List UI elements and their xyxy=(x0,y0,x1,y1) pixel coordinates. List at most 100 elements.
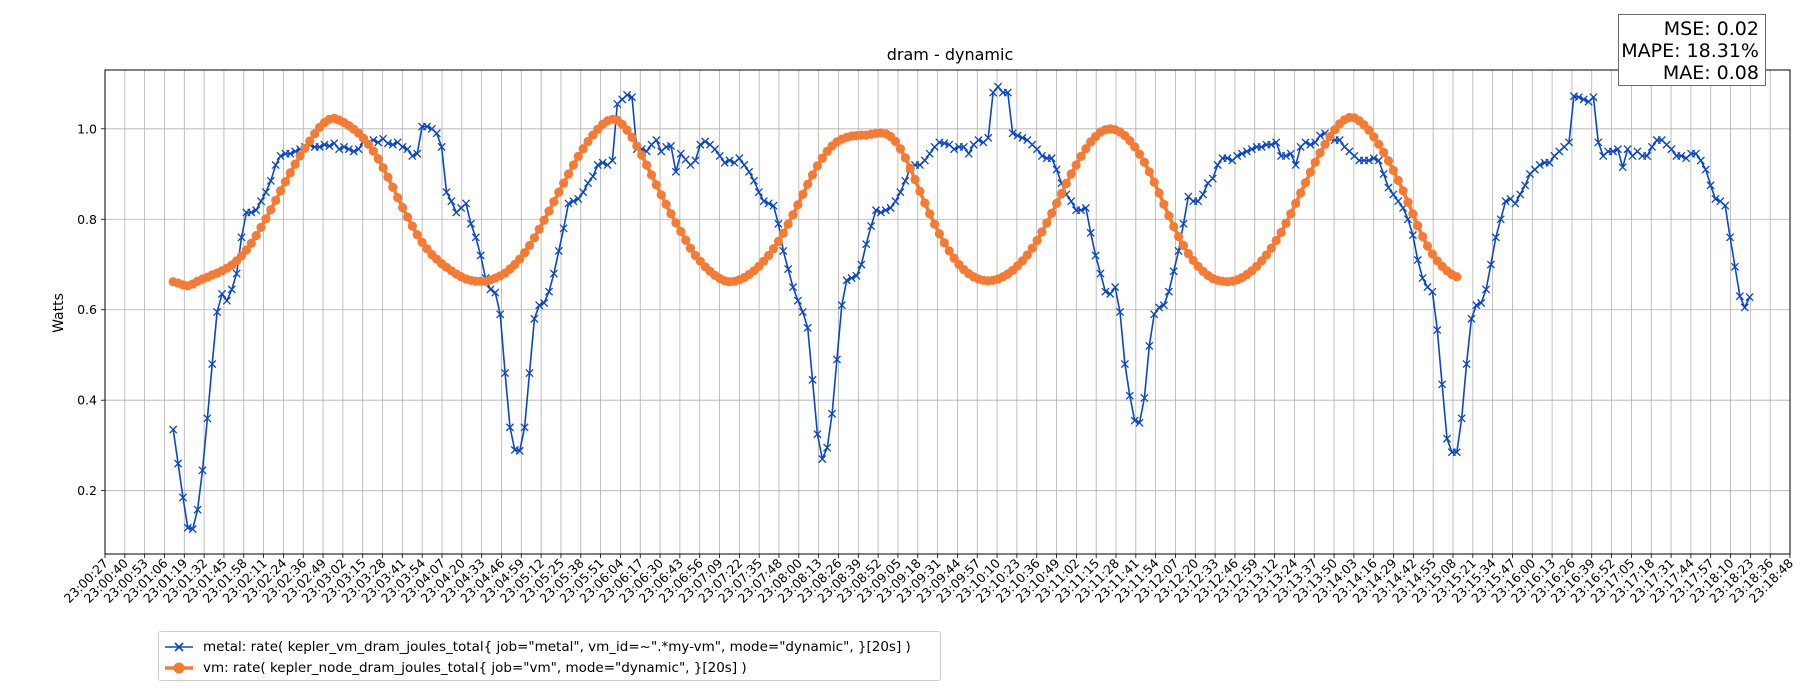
error-metrics-box: MSE: 0.02 MAPE: 18.31% MAE: 0.08 xyxy=(1618,14,1766,86)
data-point xyxy=(666,209,676,219)
data-point xyxy=(402,212,413,222)
data-point xyxy=(1594,138,1603,147)
data-point xyxy=(501,369,510,378)
data-point xyxy=(544,287,554,296)
data-point xyxy=(227,285,236,294)
data-point xyxy=(1266,243,1276,253)
data-point xyxy=(1145,341,1154,350)
data-point xyxy=(251,231,261,241)
data-point xyxy=(1403,197,1413,207)
data-point xyxy=(828,409,837,418)
data-point xyxy=(1364,125,1374,135)
data-point xyxy=(934,229,945,239)
data-point xyxy=(535,301,544,310)
data-point xyxy=(398,202,408,213)
data-point xyxy=(383,139,392,148)
data-point xyxy=(818,454,827,464)
data-point xyxy=(188,525,197,534)
data-point xyxy=(905,163,915,173)
data-point xyxy=(1271,235,1281,246)
data-point xyxy=(1735,292,1744,301)
data-point xyxy=(1286,149,1295,158)
data-point xyxy=(1056,188,1067,199)
data-point xyxy=(432,129,441,138)
data-point xyxy=(1740,303,1749,312)
data-point xyxy=(671,167,680,176)
data-point xyxy=(1579,95,1588,104)
data-point xyxy=(769,201,778,210)
data-point xyxy=(989,88,998,97)
data-point xyxy=(1491,233,1500,242)
data-point xyxy=(1169,221,1179,232)
data-point xyxy=(764,250,774,261)
data-point xyxy=(300,143,310,153)
data-point xyxy=(1472,301,1481,310)
data-point xyxy=(783,219,793,229)
data-point xyxy=(915,186,925,196)
data-point xyxy=(325,141,334,151)
data-point xyxy=(1438,380,1447,389)
data-point xyxy=(803,179,813,189)
data-point xyxy=(335,145,344,154)
data-point xyxy=(1223,154,1232,163)
data-point xyxy=(368,146,378,156)
data-point xyxy=(1545,158,1554,167)
data-point xyxy=(807,170,818,180)
data-point xyxy=(900,153,910,163)
data-point xyxy=(1482,285,1491,294)
data-point xyxy=(413,149,422,158)
data-point xyxy=(857,260,866,269)
data-point xyxy=(798,307,807,317)
data-point xyxy=(940,139,949,148)
data-point xyxy=(1125,391,1134,400)
data-point xyxy=(1115,307,1125,317)
data-point xyxy=(378,163,388,173)
mse-value: MSE: 0.02 xyxy=(1663,18,1759,40)
data-point xyxy=(583,136,593,147)
data-point xyxy=(1037,151,1046,161)
data-point xyxy=(178,493,188,502)
data-point xyxy=(1521,181,1530,190)
data-point xyxy=(1408,231,1417,240)
mape-value: MAPE: 18.31% xyxy=(1621,40,1759,62)
data-point xyxy=(1691,149,1700,158)
data-point xyxy=(637,150,647,160)
data-point xyxy=(886,203,895,213)
circle-marker-icon xyxy=(165,662,193,674)
data-point xyxy=(349,147,358,156)
data-point xyxy=(671,218,681,228)
data-point xyxy=(685,243,696,253)
data-point xyxy=(564,199,573,208)
y-tick-label: 0.8 xyxy=(77,212,97,227)
data-point xyxy=(1574,93,1583,102)
data-point xyxy=(1106,289,1115,298)
data-point xyxy=(1101,287,1110,296)
data-point xyxy=(442,188,451,197)
data-point xyxy=(847,274,856,283)
data-point xyxy=(1418,274,1427,283)
data-point xyxy=(1135,418,1144,427)
data-point xyxy=(1208,174,1217,183)
data-point xyxy=(627,132,637,142)
data-point xyxy=(910,174,920,185)
data-point xyxy=(1383,156,1394,166)
data-point xyxy=(1516,190,1525,199)
data-point xyxy=(285,168,295,178)
data-point xyxy=(232,269,241,278)
data-point xyxy=(1721,201,1730,210)
data-point xyxy=(593,160,602,170)
data-point xyxy=(1125,136,1135,146)
data-point xyxy=(1213,160,1222,170)
data-point xyxy=(661,199,671,209)
data-point xyxy=(237,233,246,242)
data-point xyxy=(862,240,871,249)
mae-value: MAE: 0.08 xyxy=(1662,62,1759,84)
data-point xyxy=(793,296,802,305)
data-point xyxy=(1013,131,1022,140)
series-metal xyxy=(169,82,1754,534)
data-point xyxy=(286,149,295,158)
y-tick-label: 1.0 xyxy=(77,121,97,136)
data-point xyxy=(529,233,540,243)
data-point xyxy=(1427,249,1437,259)
data-point xyxy=(1745,293,1754,302)
